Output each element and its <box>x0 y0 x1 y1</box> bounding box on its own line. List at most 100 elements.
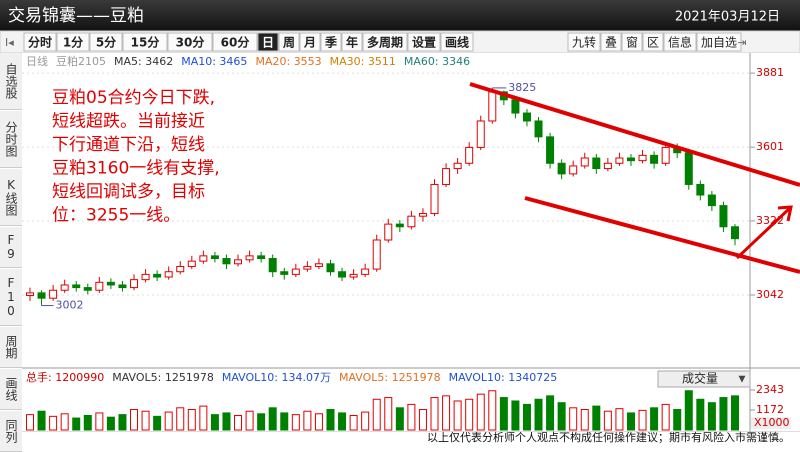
volume-bar <box>684 390 693 431</box>
sidebar-tab[interactable]: 分时图 <box>0 111 22 168</box>
candle-body <box>106 281 115 286</box>
candle-body <box>210 255 219 260</box>
toolbar-button[interactable] <box>341 32 363 52</box>
toolbar-label[interactable]: 5分 <box>96 35 116 50</box>
toolbar-label[interactable]: 加自选 <box>701 36 737 50</box>
toolbar-button[interactable] <box>407 32 441 52</box>
volume-bar <box>696 398 705 431</box>
toolbar-label[interactable]: 30分 <box>176 35 205 50</box>
volume-bar <box>83 414 92 431</box>
toolbar-button[interactable] <box>663 32 697 52</box>
sidebar-tab[interactable]: 自选股 <box>0 53 22 110</box>
volume-bar <box>245 410 254 431</box>
toolbar-button[interactable] <box>257 32 279 52</box>
toolbar-button[interactable] <box>299 32 321 52</box>
toolbar-button[interactable] <box>600 32 622 52</box>
volume-bar <box>546 395 555 431</box>
toolbar-button[interactable] <box>167 32 213 52</box>
sidebar-tab[interactable]: F9 <box>0 227 22 268</box>
vol-select[interactable] <box>657 370 751 388</box>
volume-bar <box>314 413 323 431</box>
volume-bar <box>303 410 312 431</box>
annotation: 短线超跌。当前接近 <box>52 112 205 132</box>
vol-select-label[interactable]: 成交量 <box>682 371 718 386</box>
sidebar-tab[interactable]: 画线 <box>0 369 22 410</box>
toolbar-label[interactable]: 叠 <box>605 36 617 50</box>
toolbar-label[interactable]: 信息 <box>668 35 692 50</box>
volume-bar <box>465 398 474 431</box>
candle-body <box>395 223 404 228</box>
toolbar-button[interactable] <box>642 32 664 52</box>
toolbar-icon[interactable]: ⇥ <box>737 36 746 49</box>
candle-body <box>280 271 289 275</box>
volume-bar <box>106 416 115 431</box>
volume-bar <box>164 411 173 431</box>
toolbar-button[interactable] <box>696 32 742 52</box>
toolbar-label[interactable]: 60分 <box>221 35 250 50</box>
volume-bar <box>361 411 370 431</box>
toolbar-button[interactable] <box>122 32 168 52</box>
low-label: 3002 <box>56 299 84 312</box>
candle-body <box>326 263 335 273</box>
toolbar-label[interactable]: 设置 <box>412 35 436 50</box>
toolbar-label[interactable]: 季 <box>324 35 338 50</box>
toolbar-label[interactable]: 周 <box>283 36 295 50</box>
sidebar-tab[interactable]: 同列 <box>0 411 22 452</box>
sidebar-tab[interactable]: F10 <box>0 269 22 326</box>
volume-bar <box>603 410 612 431</box>
y-tick-label: 3601 <box>756 140 784 153</box>
toolbar-button[interactable] <box>212 32 258 52</box>
toolbar-label[interactable]: 1分 <box>63 35 83 50</box>
volume-bar <box>118 414 127 431</box>
high-label: 3825 <box>508 81 536 94</box>
toolbar-label[interactable]: 九转 <box>572 35 596 50</box>
channel-lower <box>524 196 800 274</box>
volume-bar <box>222 412 231 431</box>
candle-body <box>37 292 46 299</box>
toolbar-button[interactable] <box>362 32 408 52</box>
toolbar-button[interactable] <box>621 32 643 52</box>
sidebar-tab[interactable]: 周期 <box>0 327 22 368</box>
toolbar-label[interactable]: 分时 <box>28 35 52 50</box>
toolbar-button[interactable] <box>440 32 474 52</box>
toolbar-label[interactable]: 窗 <box>626 36 638 50</box>
volume-bar <box>615 408 624 431</box>
toolbar-label[interactable]: 日 <box>262 36 274 50</box>
candle-body <box>731 226 739 240</box>
candle-body <box>176 265 185 273</box>
toolbar-button[interactable] <box>320 32 342 52</box>
toolbar-label[interactable]: 年 <box>346 35 358 50</box>
volume-bar <box>26 414 34 431</box>
toolbar-label[interactable]: 区 <box>647 36 659 50</box>
sidebar-tab[interactable]: K线图 <box>0 169 22 226</box>
volume-bar <box>650 407 659 431</box>
candle-body <box>638 154 647 162</box>
vol-info: MAVOL10: 134.07万 <box>222 371 331 384</box>
volume-bar <box>199 405 208 431</box>
toolbar-label[interactable]: 多周期 <box>367 35 403 50</box>
toolbar-label[interactable]: 月 <box>303 36 316 50</box>
candle-body <box>719 205 728 228</box>
candle-body <box>303 265 312 270</box>
vol-select-arrow[interactable]: ▼ <box>739 375 746 385</box>
candle-body <box>603 162 612 170</box>
toolbar-label[interactable]: 15分 <box>131 35 160 50</box>
candle-body <box>349 273 358 278</box>
volume-bar <box>661 403 670 431</box>
toolbar-button[interactable] <box>89 32 123 52</box>
volume-bar <box>511 400 520 431</box>
volume-bar <box>407 403 416 431</box>
volume-bar <box>522 403 531 431</box>
toolbar-button[interactable] <box>23 32 57 52</box>
volume-bar <box>372 398 381 431</box>
volume-bar <box>268 407 277 431</box>
toolbar-button[interactable] <box>56 32 90 52</box>
candle-body <box>707 194 716 207</box>
toolbar-button[interactable] <box>278 32 300 52</box>
toolbar-button[interactable] <box>567 32 601 52</box>
toolbar-label[interactable]: 画线 <box>445 35 469 50</box>
ma-info: MA60: 3346 <box>404 55 470 68</box>
vol-tick-label: 1172 <box>756 403 784 416</box>
